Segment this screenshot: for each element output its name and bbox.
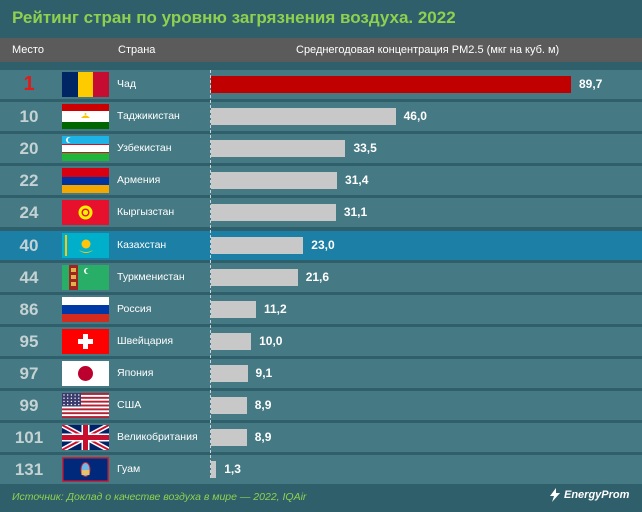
country-label: Гуам — [117, 463, 141, 476]
table-row: 40 Казахстан 23,0 — [0, 230, 642, 260]
value-label: 46,0 — [403, 109, 427, 124]
value-label: 33,5 — [353, 141, 377, 156]
table-row: 20 Узбекистан 33,5 — [0, 134, 642, 164]
bar — [211, 204, 336, 222]
table-row: 44 Туркменистан 21,6 — [0, 262, 642, 292]
country-label: Великобритания — [117, 431, 198, 444]
armenia-flag-icon — [62, 168, 109, 194]
rank-label: 20 — [19, 139, 39, 159]
table-row: 95 Швейцария 10,0 — [0, 326, 642, 356]
energyprom-logo: EnergyProm — [548, 488, 629, 506]
country-label: Кыргызстан — [117, 206, 175, 219]
bar — [211, 364, 248, 382]
value-label: 1,3 — [224, 462, 241, 477]
bar — [211, 236, 304, 254]
lightning-icon — [550, 488, 560, 502]
chad-flag-icon — [62, 72, 109, 97]
country-label: Швейцария — [117, 334, 174, 347]
bar — [211, 76, 571, 93]
rank-label: 95 — [19, 331, 39, 351]
table-row: 1 Чад 89,7 — [0, 70, 642, 99]
country-label: Япония — [117, 366, 154, 379]
bar — [211, 429, 247, 447]
chart-axis-line — [210, 70, 211, 478]
table-row: 101 Великобритания 8,9 — [0, 423, 642, 453]
country-label: Россия — [117, 302, 152, 315]
table-row: 24 Кыргызстан 31,1 — [0, 198, 642, 228]
bar — [211, 461, 217, 479]
rank-label: 131 — [14, 460, 44, 480]
bar — [211, 397, 247, 414]
chart-title: Рейтинг стран по уровню загрязнения возд… — [12, 8, 456, 27]
kazakhstan-flag-icon — [62, 232, 109, 258]
rank-label: 97 — [19, 363, 39, 383]
country-label: Казахстан — [117, 238, 167, 251]
bar — [211, 172, 338, 190]
value-label: 21,6 — [305, 269, 330, 284]
value-label: 31,1 — [343, 205, 368, 220]
bar — [211, 140, 346, 158]
country-label: Узбекистан — [117, 142, 172, 155]
table-row: 86 Россия 11,2 — [0, 294, 642, 324]
bar — [211, 332, 252, 350]
russia-flag-icon — [62, 296, 109, 322]
value-label: 23,0 — [311, 237, 335, 252]
bar — [211, 108, 396, 126]
header-rank: Место — [12, 44, 44, 56]
bar — [211, 268, 298, 286]
header-country: Страна — [118, 44, 156, 56]
bar — [211, 300, 256, 318]
source-note: Источник: Доклад о качестве воздуха в ми… — [12, 491, 307, 503]
uk-flag-icon — [62, 425, 109, 451]
rank-label: 10 — [19, 107, 39, 127]
japan-flag-icon — [62, 360, 109, 386]
table-row: 10 Таджикистан 46,0 — [0, 102, 642, 132]
turkmenistan-flag-icon — [62, 264, 109, 290]
logo-text: EnergyProm — [564, 488, 630, 501]
rank-label: 22 — [19, 171, 39, 191]
table-row: 22 Армения 31,4 — [0, 166, 642, 196]
rank-label: 101 — [14, 428, 44, 448]
rank-label: 99 — [19, 396, 39, 415]
table-row: 97 Япония 9,1 — [0, 358, 642, 388]
country-label: Чад — [117, 78, 136, 90]
country-label: Туркменистан — [117, 270, 185, 283]
rank-label: 40 — [19, 235, 39, 255]
value-label: 31,4 — [345, 173, 369, 188]
usa-flag-icon — [62, 393, 109, 418]
value-label: 11,2 — [263, 301, 287, 316]
header-value: Среднегодовая концентрация PM2.5 (мкг на… — [296, 44, 560, 56]
value-label: 89,7 — [579, 77, 603, 91]
rank-label: 24 — [19, 203, 39, 223]
uzbekistan-flag-icon — [62, 136, 109, 162]
value-label: 8,9 — [254, 398, 272, 412]
guam-flag-icon — [62, 457, 109, 483]
tajikistan-flag-icon — [62, 104, 109, 130]
table-row: 131 Гуам 1,3 — [0, 455, 642, 485]
value-label: 10,0 — [259, 333, 283, 348]
country-label: Таджикистан — [117, 110, 180, 123]
rank-label: 44 — [19, 267, 39, 287]
country-label: Армения — [117, 174, 161, 187]
rank-label: 86 — [19, 299, 39, 319]
kyrgyzstan-flag-icon — [62, 200, 109, 226]
value-label: 8,9 — [254, 430, 272, 445]
rank-label: 1 — [23, 73, 35, 95]
table-row: 99 США 8,9 — [0, 391, 642, 420]
value-label: 9,1 — [255, 365, 273, 380]
switzerland-flag-icon — [62, 328, 109, 354]
country-label: США — [117, 399, 142, 411]
table-header: Место Страна Среднегодовая концентрация … — [0, 38, 642, 62]
